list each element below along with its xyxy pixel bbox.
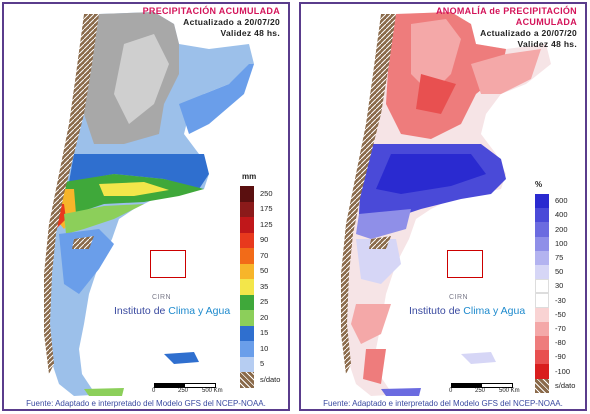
precip-legend-label: 125 bbox=[260, 219, 273, 229]
inta-logo-text-2: INTA bbox=[453, 257, 477, 268]
anomaly-legend-swatch bbox=[535, 250, 549, 265]
precip-legend-label: 50 bbox=[260, 266, 269, 276]
precip-legend-swatch bbox=[240, 356, 254, 372]
scale-250: 250 bbox=[178, 388, 189, 394]
precip-legend-unit: mm bbox=[242, 172, 257, 181]
precip-legend-swatch bbox=[240, 263, 254, 279]
institute-name-b-2: Clima y Agua bbox=[463, 305, 526, 317]
precip-legend-label: 25 bbox=[260, 297, 269, 307]
precip-legend-label: 20 bbox=[260, 312, 269, 322]
anomaly-legend: % 600 400 200 100 75 50 30 -30 -50 -70 -80 -90 -100 s… bbox=[533, 180, 585, 393]
precip-legend-label: 70 bbox=[260, 250, 269, 260]
cirn-label: CIRN bbox=[152, 294, 172, 301]
anomaly-legend-swatch bbox=[535, 194, 549, 209]
precip-legend-label: s/dato bbox=[260, 374, 281, 384]
anomaly-legend-label: 75 bbox=[555, 252, 564, 262]
anomaly-panel: ANOMALÍA de PRECIPITACIÓN ACUMULADA Actu… bbox=[299, 2, 587, 411]
anomaly-legend-swatch bbox=[535, 350, 549, 365]
institute-name-2: Instituto de Clima y Agua bbox=[409, 305, 525, 317]
precip-legend-swatch bbox=[240, 310, 254, 326]
anomaly-legend-label: s/dato bbox=[555, 380, 576, 390]
institute-name: Instituto de Clima y Agua bbox=[114, 305, 230, 317]
precip-legend-label: 10 bbox=[260, 343, 269, 353]
anomaly-legend-label: 200 bbox=[555, 224, 568, 234]
anomaly-legend-swatch bbox=[535, 336, 549, 351]
anomaly-legend-swatch bbox=[535, 279, 549, 294]
anomaly-legend-label: 400 bbox=[555, 210, 568, 220]
precip-legend-swatch bbox=[240, 186, 254, 202]
anomaly-legend-label: 50 bbox=[555, 267, 564, 277]
precip-legend-swatch bbox=[240, 372, 254, 388]
precip-legend-label: 15 bbox=[260, 328, 269, 338]
anomaly-legend-label: 30 bbox=[555, 281, 564, 291]
institute-name-a-2: Instituto de bbox=[409, 305, 464, 317]
precip-legend-label: 5 bbox=[260, 359, 265, 369]
precip-legend-label: 250 bbox=[260, 188, 273, 198]
anomaly-legend-swatch bbox=[535, 222, 549, 237]
precip-legend-swatch bbox=[240, 279, 254, 295]
anomaly-legend-swatch bbox=[535, 208, 549, 223]
anomaly-updated: Actualizado a 20/07/20 bbox=[480, 28, 577, 38]
institute-name-b: Clima y Agua bbox=[168, 305, 231, 317]
precip-legend-label: 35 bbox=[260, 281, 269, 291]
inta-logo: INTA bbox=[150, 250, 186, 278]
anomaly-legend-label: -90 bbox=[555, 352, 566, 362]
precip-legend: mm 250 175 125 90 70 50 35 25 20 15 10 5 s/dato bbox=[238, 172, 288, 392]
anomaly-legend-label: -70 bbox=[555, 323, 566, 333]
anomaly-title: ANOMALÍA de PRECIPITACIÓN ACUMULADA Actu… bbox=[427, 6, 577, 50]
scale-500: 500 Km bbox=[202, 388, 223, 394]
anomaly-legend-label: -50 bbox=[555, 309, 566, 319]
anomaly-legend-swatch bbox=[535, 307, 549, 322]
anomaly-legend-label: 100 bbox=[555, 238, 568, 248]
precip-legend-label: 175 bbox=[260, 204, 273, 214]
anomaly-legend-label: 600 bbox=[555, 196, 568, 206]
precip-panel: PRECIPITACIÓN ACUMULADA Actualizado a 20… bbox=[2, 2, 290, 411]
precip-validity: Validez 48 hs. bbox=[220, 28, 280, 38]
precip-legend-label: 90 bbox=[260, 235, 269, 245]
scale-0-2: 0 bbox=[449, 388, 453, 394]
precip-legend-swatch bbox=[240, 325, 254, 341]
anomaly-legend-swatch bbox=[535, 293, 549, 308]
scale-bar-2 bbox=[451, 383, 513, 388]
precip-legend-swatch bbox=[240, 248, 254, 264]
scale-0: 0 bbox=[152, 388, 156, 394]
precip-updated: Actualizado a 20/07/20 bbox=[183, 17, 280, 27]
anomaly-legend-label: -30 bbox=[555, 295, 566, 305]
precip-legend-swatch bbox=[240, 341, 254, 357]
precip-map bbox=[44, 12, 254, 396]
cirn-label-2: CIRN bbox=[449, 294, 469, 301]
anomaly-title-text: ANOMALÍA de PRECIPITACIÓN ACUMULADA bbox=[435, 6, 577, 27]
institute-name-a: Instituto de bbox=[114, 305, 169, 317]
anomaly-footer: Fuente: Adaptado e interpretado del Mode… bbox=[323, 399, 563, 408]
precip-title: PRECIPITACIÓN ACUMULADA Actualizado a 20… bbox=[143, 6, 280, 39]
precip-legend-swatch bbox=[240, 201, 254, 217]
anomaly-legend-label: -100 bbox=[555, 366, 571, 376]
anomaly-legend-swatch bbox=[535, 236, 549, 251]
scale-500-2: 500 Km bbox=[499, 388, 520, 394]
anomaly-map bbox=[341, 12, 551, 396]
precip-title-text: PRECIPITACIÓN ACUMULADA bbox=[142, 6, 280, 16]
precip-footer: Fuente: Adaptado e interpretado del Mode… bbox=[26, 399, 266, 408]
precip-legend-swatch bbox=[240, 232, 254, 248]
anomaly-legend-swatch bbox=[535, 378, 549, 393]
anomaly-legend-unit: % bbox=[535, 180, 543, 189]
scale-bar bbox=[154, 383, 216, 388]
precip-legend-swatch bbox=[240, 294, 254, 310]
inta-logo-2: INTA bbox=[447, 250, 483, 278]
anomaly-legend-swatch bbox=[535, 265, 549, 280]
precip-legend-swatch bbox=[240, 217, 254, 233]
anomaly-legend-label: -80 bbox=[555, 338, 566, 348]
anomaly-validity: Validez 48 hs. bbox=[517, 39, 577, 49]
anomaly-legend-swatch bbox=[535, 321, 549, 336]
inta-logo-text: INTA bbox=[156, 257, 180, 268]
anomaly-legend-swatch bbox=[535, 364, 549, 379]
scale-250-2: 250 bbox=[475, 388, 486, 394]
